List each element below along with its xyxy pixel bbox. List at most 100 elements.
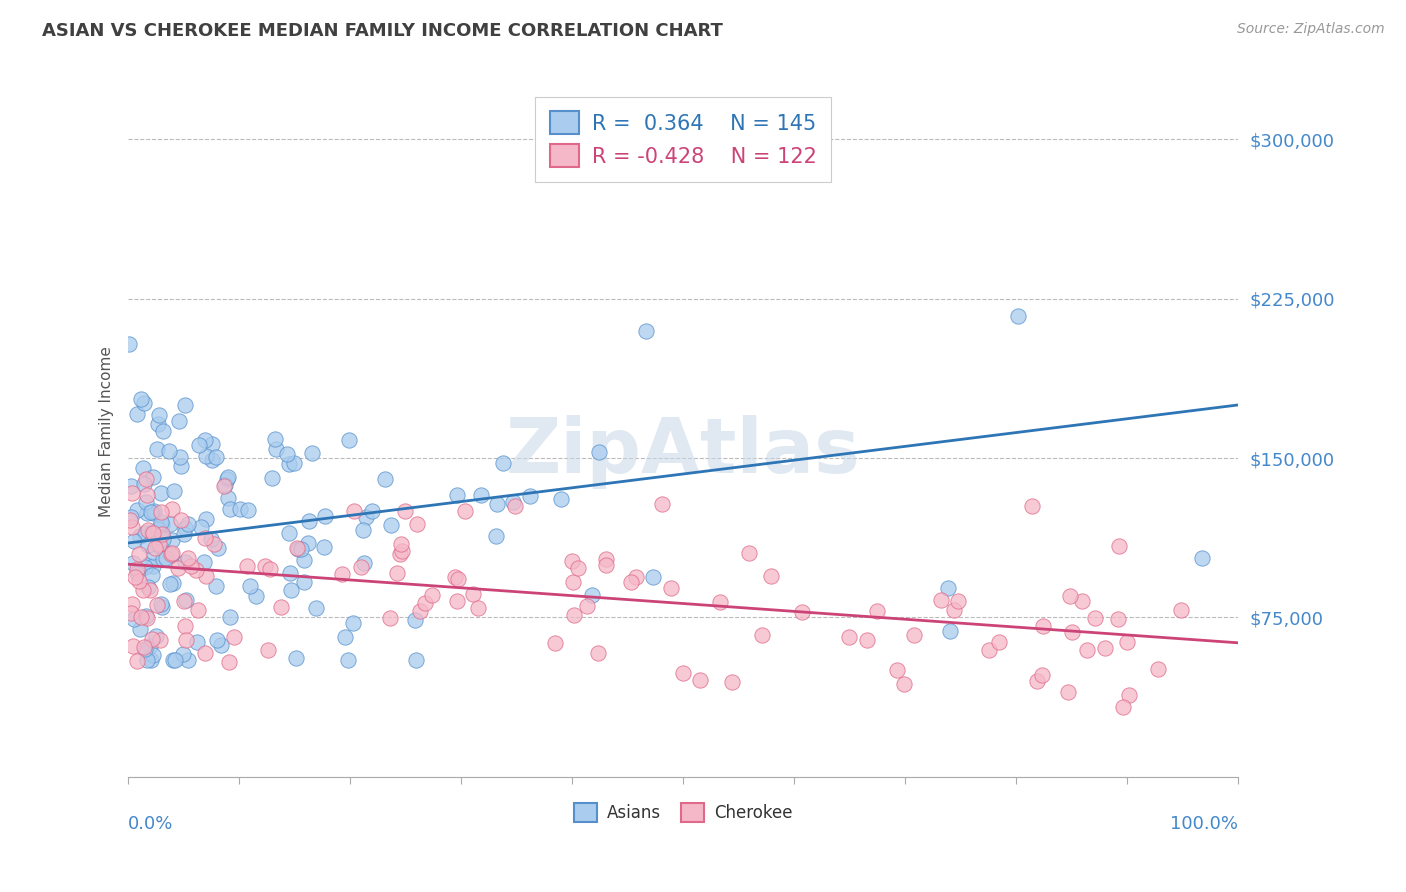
Point (134, 477, 156, 491)
Point (1170, 603, 1192, 617)
Point (153, 542, 176, 557)
Point (132, 640, 155, 654)
Legend: Asians, Cherokee: Asians, Cherokee (565, 795, 801, 830)
Point (195, 569, 218, 583)
Point (173, 594, 195, 608)
Point (180, 558, 202, 573)
Point (146, 442, 169, 456)
Point (149, 516, 172, 530)
Point (167, 414, 190, 428)
Point (162, 576, 184, 591)
Point (297, 514, 319, 528)
Point (214, 478, 236, 492)
Point (405, 516, 427, 531)
Point (129, 392, 152, 407)
Point (380, 517, 402, 532)
Point (353, 557, 375, 571)
Point (333, 630, 356, 644)
Point (283, 457, 305, 471)
Point (174, 398, 197, 412)
Point (136, 611, 159, 625)
Point (128, 622, 150, 636)
Point (350, 560, 373, 574)
Point (1118, 688, 1140, 702)
Point (297, 535, 319, 549)
Point (287, 542, 309, 557)
Point (285, 541, 308, 555)
Point (217, 491, 239, 506)
Point (135, 472, 157, 486)
Point (454, 503, 477, 517)
Point (135, 488, 157, 502)
Point (544, 636, 567, 650)
Point (447, 572, 470, 586)
Point (314, 540, 336, 554)
Point (1056, 684, 1078, 698)
Point (142, 558, 165, 573)
Point (222, 630, 245, 644)
Point (759, 569, 782, 583)
Point (177, 550, 200, 565)
Point (215, 472, 238, 486)
Point (193, 531, 215, 545)
Point (219, 610, 242, 624)
Point (159, 577, 181, 591)
Point (148, 536, 170, 550)
Point (134, 641, 156, 656)
Point (259, 562, 281, 576)
Point (142, 648, 165, 662)
Point (162, 653, 184, 667)
Point (138, 538, 160, 552)
Point (270, 599, 292, 614)
Point (202, 537, 225, 551)
Point (157, 443, 180, 458)
Point (218, 655, 240, 669)
Point (121, 486, 143, 500)
Point (160, 533, 183, 547)
Point (149, 597, 172, 611)
Point (173, 555, 195, 569)
Point (391, 543, 413, 558)
Point (337, 433, 360, 447)
Point (134, 526, 156, 541)
Y-axis label: Median Family Income: Median Family Income (100, 346, 114, 517)
Point (443, 570, 465, 584)
Point (550, 492, 572, 507)
Point (159, 517, 181, 532)
Point (301, 446, 323, 460)
Point (620, 574, 643, 589)
Point (207, 541, 229, 555)
Point (1094, 640, 1116, 655)
Point (139, 583, 162, 598)
Point (136, 523, 159, 537)
Point (380, 611, 402, 625)
Point (486, 497, 509, 511)
Point (160, 547, 183, 561)
Point (336, 653, 359, 667)
Point (503, 499, 526, 513)
Point (150, 599, 173, 614)
Point (141, 632, 163, 646)
Point (352, 523, 374, 537)
Point (1032, 618, 1054, 632)
Point (187, 603, 209, 617)
Point (361, 504, 384, 518)
Point (1076, 642, 1098, 657)
Point (128, 529, 150, 543)
Point (388, 547, 411, 561)
Point (1070, 594, 1092, 608)
Point (595, 558, 617, 572)
Point (581, 588, 603, 602)
Point (305, 600, 328, 615)
Point (132, 396, 155, 410)
Point (152, 424, 174, 438)
Point (132, 460, 155, 475)
Point (122, 612, 145, 626)
Point (149, 506, 172, 520)
Point (136, 558, 159, 572)
Point (217, 470, 239, 484)
Point (121, 556, 143, 570)
Point (342, 616, 364, 631)
Point (446, 594, 468, 608)
Point (278, 457, 301, 471)
